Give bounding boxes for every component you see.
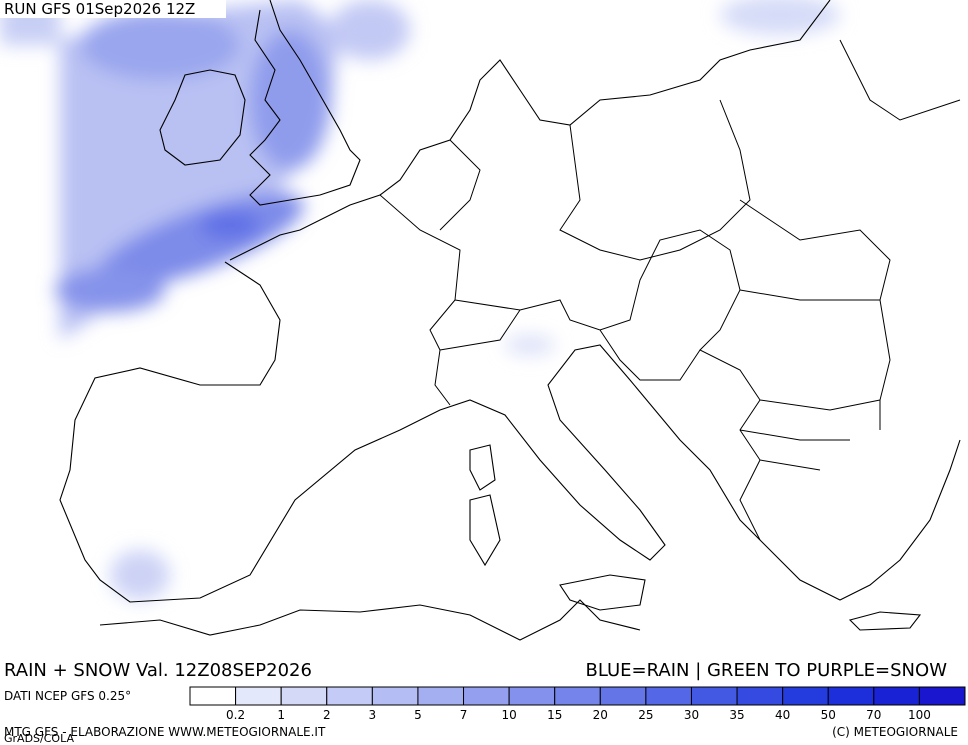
legend-label: 20 bbox=[593, 708, 608, 722]
legend-swatch bbox=[235, 686, 282, 706]
field-label: RAIN + SNOW Val. 12Z08SEP2026 bbox=[4, 660, 312, 681]
legend-label: 40 bbox=[775, 708, 790, 722]
credit: MTG GFS - ELABORAZIONE WWW.METEOGIORNALE… bbox=[4, 725, 326, 739]
legend-label: 30 bbox=[684, 708, 699, 722]
legend-label: 100 bbox=[908, 708, 931, 722]
legend-swatch bbox=[645, 686, 692, 706]
legend-label: 5 bbox=[414, 708, 422, 722]
precipitation bbox=[0, 0, 840, 600]
legend-swatch bbox=[508, 686, 556, 706]
legend-swatch bbox=[690, 686, 738, 706]
legend: 0.2 1 2 3 5 7 10 15 20 25 30 35 40 50 70 100 bbox=[189, 686, 966, 722]
data-source: DATI NCEP GFS 0.25° bbox=[4, 689, 131, 703]
legend-label: 10 bbox=[501, 708, 516, 722]
legend-swatch bbox=[873, 686, 920, 706]
map-title: RUN GFS 01Sep2026 12Z bbox=[4, 0, 195, 18]
legend-label: 35 bbox=[729, 708, 744, 722]
legend-label: 7 bbox=[460, 708, 468, 722]
legend-swatch bbox=[736, 686, 784, 706]
color-key: BLUE=RAIN | GREEN TO PURPLE=SNOW bbox=[586, 660, 948, 681]
legend-swatch bbox=[463, 686, 510, 706]
legend-swatch bbox=[189, 686, 237, 706]
legend-swatch bbox=[280, 686, 328, 706]
legend-swatch bbox=[326, 686, 373, 706]
legend-label: 1 bbox=[277, 708, 285, 722]
software: GrADS/COLA bbox=[4, 732, 74, 745]
legend-label: 70 bbox=[866, 708, 881, 722]
legend-label: 3 bbox=[369, 708, 377, 722]
legend-swatch bbox=[417, 686, 465, 706]
legend-swatch bbox=[371, 686, 419, 706]
borders bbox=[379, 39, 961, 541]
legend-label: 25 bbox=[638, 708, 653, 722]
legend-swatch bbox=[918, 686, 966, 706]
legend-label: 2 bbox=[323, 708, 331, 722]
legend-swatch bbox=[827, 686, 875, 706]
legend-swatch bbox=[599, 686, 647, 706]
legend-label: 15 bbox=[547, 708, 562, 722]
legend-swatch bbox=[554, 686, 601, 706]
title-box bbox=[0, 0, 226, 18]
coastlines bbox=[59, 0, 961, 641]
legend-label: 50 bbox=[821, 708, 836, 722]
legend-label: 0.2 bbox=[226, 708, 245, 722]
copyright: (C) METEOGIORNALE bbox=[832, 725, 958, 739]
legend-swatch bbox=[782, 686, 829, 706]
